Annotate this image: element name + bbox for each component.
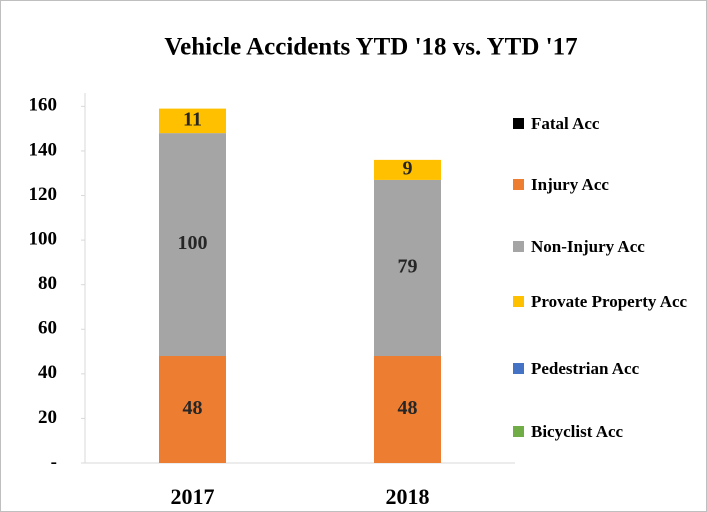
- legend-item: Injury Acc: [511, 174, 609, 195]
- y-tick-label: 160: [29, 95, 58, 116]
- data-label: 48: [183, 397, 203, 419]
- legend-label: Fatal Acc: [531, 114, 600, 133]
- data-label: 48: [398, 397, 418, 419]
- legend-label: Bicyclist Acc: [531, 422, 624, 441]
- data-label: 79: [398, 256, 418, 278]
- chart-title: Vehicle Accidents YTD '18 vs. YTD '17: [164, 34, 577, 61]
- y-tick-label: 80: [38, 273, 57, 294]
- x-tick-label: 2018: [386, 484, 430, 509]
- y-tick-label: 140: [29, 139, 58, 160]
- bar-segment: [159, 133, 226, 357]
- legend-label: Provate Property Acc: [531, 292, 688, 311]
- bar-segment: [374, 356, 441, 463]
- legend-item: Provate Property Acc: [511, 291, 687, 312]
- legend-item: Pedestrian Acc: [511, 358, 639, 379]
- legend-label: Injury Acc: [531, 175, 609, 194]
- y-tick-label: 120: [29, 184, 58, 205]
- legend-swatch: [513, 296, 524, 307]
- bar-segment: [159, 356, 226, 463]
- y-tick-label: 100: [29, 228, 58, 249]
- legend-item: Non-Injury Acc: [511, 236, 645, 257]
- bar-segment: [159, 108, 226, 134]
- x-tick-label: 2017: [171, 484, 215, 509]
- legend-label: Non-Injury Acc: [531, 237, 645, 256]
- bar-segment: [374, 159, 441, 180]
- y-tick-label: -: [51, 451, 57, 472]
- legend-label: Pedestrian Acc: [531, 359, 640, 378]
- legend-item: Fatal Acc: [511, 113, 599, 134]
- bar-segment: [374, 179, 441, 357]
- legend-swatch: [513, 241, 524, 252]
- data-label: 9: [403, 157, 413, 179]
- y-tick-label: 40: [38, 362, 57, 383]
- y-tick-label: 20: [38, 407, 57, 428]
- legend-swatch: [513, 363, 524, 374]
- legend-swatch: [513, 426, 524, 437]
- data-label: 11: [183, 108, 202, 130]
- legend-swatch: [513, 118, 524, 129]
- legend-item: Bicyclist Acc: [511, 421, 623, 442]
- data-label: 100: [178, 232, 208, 254]
- legend-swatch: [513, 179, 524, 190]
- y-tick-label: 60: [38, 318, 57, 339]
